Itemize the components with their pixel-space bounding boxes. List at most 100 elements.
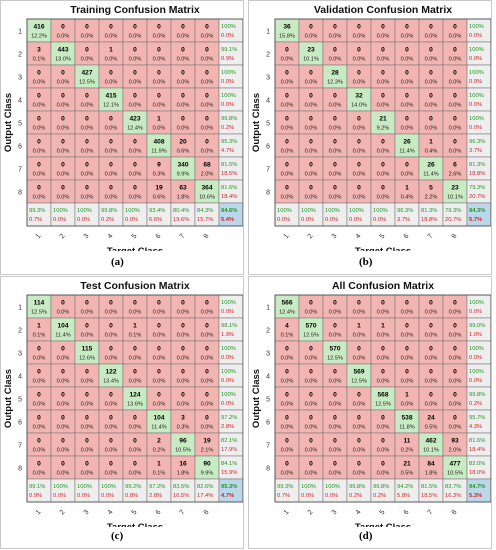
col-error: 0.0% — [301, 493, 314, 499]
cell-count: 63 — [179, 185, 187, 192]
cell-count: 0 — [109, 24, 113, 31]
cell-count: 0 — [333, 116, 337, 123]
cell-count: 566 — [281, 300, 292, 307]
x-axis-label: Target Class — [107, 522, 163, 527]
x-tick-label: 3 — [83, 509, 91, 517]
col-accuracy: 100% — [77, 484, 92, 490]
cell-count: 0 — [429, 24, 433, 31]
col-accuracy: 99.8% — [101, 208, 117, 214]
overall-accuracy: 95.3% — [221, 484, 237, 490]
cell-percent: 2.1% — [201, 448, 214, 454]
cell-count: 0 — [109, 323, 113, 330]
x-tick-label: 4 — [107, 233, 115, 241]
matrix-border — [26, 18, 243, 227]
cell-percent: 0.0% — [305, 379, 318, 385]
cell-count: 0 — [405, 47, 409, 54]
cell-percent: 0.0% — [81, 310, 94, 316]
y-tick-label: 7 — [18, 167, 22, 174]
cell-count: 0 — [429, 300, 433, 307]
cell-percent: 0.0% — [33, 425, 46, 431]
cell-count: 0 — [381, 162, 385, 169]
row-accuracy: 99.8% — [221, 116, 237, 122]
cell-count: 0 — [157, 369, 161, 376]
cell-count: 3 — [181, 415, 185, 422]
cell-percent: 0.0% — [449, 402, 462, 408]
cell-count: 90 — [203, 461, 211, 468]
x-tick-label: 4 — [107, 509, 115, 517]
overall-error: 5.3% — [469, 493, 482, 499]
col-error: 0.0% — [53, 217, 66, 223]
cell-count: 0 — [85, 415, 89, 422]
cell-percent: 0.0% — [81, 195, 94, 201]
cell-percent: 0.0% — [353, 126, 366, 132]
cell-percent: 12.4% — [279, 310, 295, 316]
cell-count: 0 — [181, 24, 185, 31]
cell-count: 0 — [453, 24, 457, 31]
y-axis-label: Output Class — [251, 93, 262, 152]
cell-count: 0 — [285, 415, 289, 422]
cell-percent: 0.6% — [177, 149, 190, 155]
cell-count: 6 — [453, 162, 457, 169]
x-tick-label: 1 — [35, 233, 43, 241]
cell-percent: 1.8% — [177, 195, 190, 201]
cell-percent: 0.0% — [81, 57, 94, 63]
cell-count: 0 — [453, 47, 457, 54]
cell-count: 0 — [285, 461, 289, 468]
cell-count: 0 — [181, 369, 185, 376]
cell-percent: 0.0% — [305, 356, 318, 362]
col-accuracy: 100% — [301, 484, 316, 490]
cell-count: 0 — [37, 116, 41, 123]
cell-count: 21 — [379, 116, 387, 123]
cell-percent: 0.0% — [281, 149, 294, 155]
cell-percent: 0.0% — [353, 80, 366, 86]
y-tick-label: 6 — [18, 144, 22, 151]
cell-percent: 0.0% — [201, 103, 214, 109]
cell-percent: 0.5% — [401, 471, 414, 477]
y-tick-label: 6 — [18, 420, 22, 427]
cell-percent: 0.3% — [153, 172, 166, 178]
x-tick-label: 7 — [179, 233, 187, 241]
x-tick-label: 7 — [427, 233, 435, 241]
col-error: 0.0% — [301, 217, 314, 223]
cell-count: 0 — [285, 139, 289, 146]
cell-count: 0 — [181, 116, 185, 123]
col-error: 16.5% — [173, 493, 189, 499]
cell-percent: 0.0% — [305, 172, 318, 178]
cell-percent: 0.0% — [329, 34, 342, 40]
cell-count: 568 — [377, 392, 388, 399]
y-tick-label: 3 — [18, 75, 22, 82]
row-accuracy: 81.3% — [469, 162, 485, 168]
cell-percent: 0.0% — [425, 103, 438, 109]
cell-count: 0 — [157, 47, 161, 54]
y-tick-label: 3 — [18, 351, 22, 358]
cell-count: 0 — [429, 392, 433, 399]
x-axis-label: Target Class — [355, 246, 411, 251]
cell-percent: 12.6% — [79, 356, 95, 362]
cell-percent: 10.1% — [423, 448, 439, 454]
cell-percent: 0.0% — [129, 149, 142, 155]
cell-count: 0 — [85, 47, 89, 54]
row-accuracy: 100% — [221, 70, 236, 76]
cell-count: 0 — [205, 415, 209, 422]
cell-percent: 0.0% — [449, 425, 462, 431]
cell-count: 0 — [285, 93, 289, 100]
row-error: 4.7% — [221, 148, 234, 154]
cell-percent: 0.0% — [105, 126, 118, 132]
row-error: 0.0% — [469, 378, 482, 384]
cell-count: 11 — [404, 438, 411, 445]
cell-percent: 0.0% — [281, 80, 294, 86]
cell-percent: 0.0% — [449, 34, 462, 40]
cell-count: 0 — [157, 70, 161, 77]
col-error: 0.0% — [77, 217, 90, 223]
cell-count: 28 — [331, 70, 339, 77]
cell-count: 427 — [81, 70, 92, 77]
col-accuracy: 100% — [53, 484, 68, 490]
cell-percent: 0.1% — [33, 333, 46, 339]
cell-count: 0 — [381, 438, 385, 445]
col-accuracy: 83.7% — [445, 484, 461, 490]
col-accuracy: 84.3% — [197, 208, 213, 214]
cell-count: 569 — [353, 369, 364, 376]
cell-percent: 0.0% — [201, 333, 214, 339]
cell-percent: 0.0% — [401, 356, 414, 362]
cell-percent: 0.0% — [33, 448, 46, 454]
